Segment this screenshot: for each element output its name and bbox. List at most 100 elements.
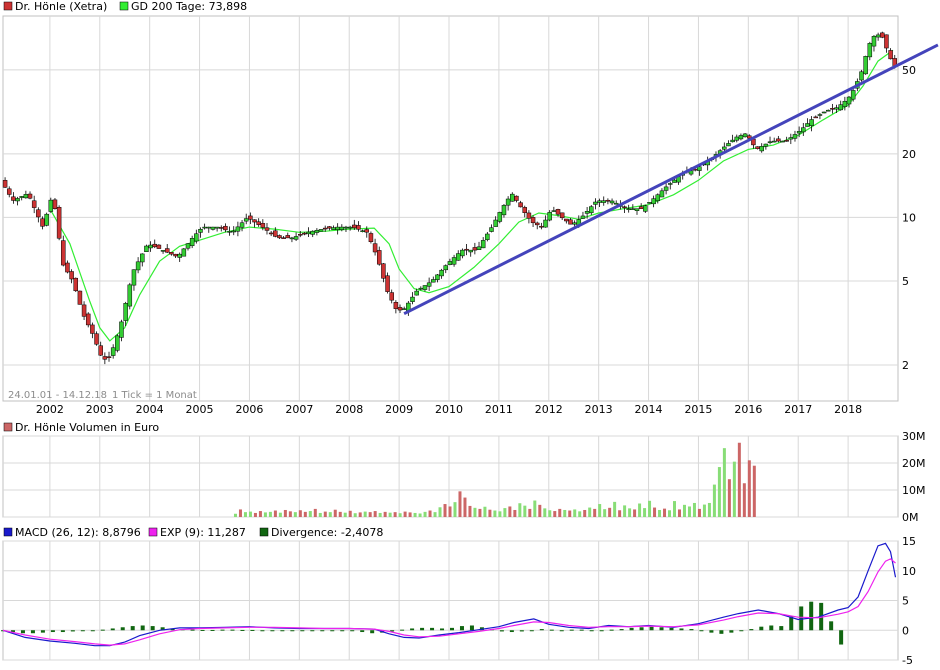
volume-bar: [493, 510, 497, 517]
candle-body: [422, 285, 428, 290]
candle-body: [23, 194, 29, 199]
candle-body: [485, 233, 490, 240]
gd200-line: [49, 49, 894, 342]
divergence-bar: [430, 627, 435, 631]
volume-bar: [478, 508, 482, 517]
price-legend: Dr. Hönle (Xetra) GD 200 Tage: 73,898: [3, 0, 247, 13]
candle-body: [825, 109, 831, 112]
divergence-bar: [529, 630, 534, 632]
divergence-bar: [120, 627, 125, 631]
candle-body: [52, 199, 58, 209]
candle-body: [726, 143, 731, 147]
candle-body: [235, 226, 241, 232]
divergence-bar: [290, 630, 295, 632]
candle-body: [19, 196, 24, 198]
volume-bar: [363, 511, 367, 517]
volume-bar: [603, 509, 607, 517]
candle-body: [875, 34, 881, 38]
divergence-bar: [10, 630, 15, 633]
candle-body: [776, 138, 781, 142]
candle-body: [460, 249, 465, 257]
candle-body: [372, 243, 378, 253]
volume-bar: [383, 511, 387, 517]
candle-body: [273, 230, 278, 237]
candle-body: [634, 208, 640, 211]
divergence-bar: [609, 629, 614, 631]
divergence-bar: [719, 630, 724, 634]
volume-bar: [348, 510, 352, 517]
price-y-tick-label: 5: [902, 275, 909, 288]
volume-plot-area: [2, 435, 899, 518]
divergence-bar: [769, 625, 774, 631]
divergence-bar: [699, 630, 704, 632]
candle-body: [572, 222, 577, 225]
candle-body: [884, 34, 889, 49]
candle-body: [742, 133, 748, 138]
candle-body: [252, 219, 257, 223]
info-range: 24.01.01 - 14.12.18: [8, 390, 107, 401]
divergence-bar: [749, 629, 754, 631]
candle-body: [426, 282, 432, 287]
volume-bar: [373, 511, 377, 517]
divergence-bar: [50, 630, 55, 633]
divergence-bar: [140, 625, 145, 631]
volume-bar: [513, 509, 517, 517]
divergence-bar: [190, 629, 195, 631]
candle-body: [543, 219, 548, 228]
divergence-bar: [300, 630, 305, 632]
divergence-bar: [569, 629, 574, 631]
divergence-bar: [649, 626, 654, 631]
divergence-bar: [160, 627, 165, 631]
candle-body: [464, 248, 469, 251]
volume-bar: [433, 512, 437, 517]
volume-bar: [717, 467, 721, 517]
divergence-bar: [629, 627, 634, 631]
volume-bar: [443, 504, 447, 517]
candle-body: [605, 199, 611, 202]
x-tick-label: 2010: [435, 403, 463, 416]
price-plot-area: [2, 15, 899, 402]
gd200-path: [49, 49, 894, 342]
volume-bar: [553, 511, 557, 517]
divergence-bar: [390, 630, 395, 632]
volume-bar: [253, 512, 257, 517]
candle-body: [609, 200, 615, 204]
volume-bar: [263, 512, 267, 517]
candle-body: [472, 247, 478, 251]
candle-body: [356, 225, 361, 230]
candle-body: [131, 269, 137, 286]
candle-body: [659, 190, 665, 198]
divergence-bar: [220, 629, 225, 631]
candle-body: [73, 277, 79, 292]
legend-price: Dr. Hönle (Xetra): [15, 0, 107, 13]
volume-bar: [533, 500, 537, 517]
volume-bar: [548, 510, 552, 517]
candle-body: [285, 235, 291, 239]
volume-bar: [458, 491, 462, 517]
divergence-bar: [639, 627, 644, 631]
candle-body: [834, 107, 839, 110]
candle-body: [655, 194, 661, 202]
volume-bar: [707, 502, 711, 517]
candle-body: [77, 290, 83, 305]
candle-body: [410, 296, 415, 302]
divergence-bar: [270, 630, 275, 632]
volume-bar: [573, 509, 577, 517]
candle-body: [181, 248, 187, 257]
legend-swatch-gd200: [119, 1, 129, 11]
candle-body: [248, 215, 253, 220]
legend-exp: EXP (9): 11,287: [160, 526, 246, 539]
candle-body: [48, 199, 54, 212]
divergence-bar: [240, 629, 245, 631]
legend-divergence: Divergence: -2,4078: [271, 526, 383, 539]
volume-bar: [752, 465, 756, 517]
candle-body: [85, 313, 91, 326]
volume-y-tick-label: 0M: [902, 511, 919, 524]
volume-bar: [528, 508, 532, 517]
volume-bar: [643, 508, 647, 517]
volume-bar: [248, 511, 252, 517]
candle-body: [198, 228, 203, 233]
volume-bar: [722, 448, 726, 517]
volume-bar: [413, 512, 417, 517]
volume-bar: [378, 512, 382, 517]
